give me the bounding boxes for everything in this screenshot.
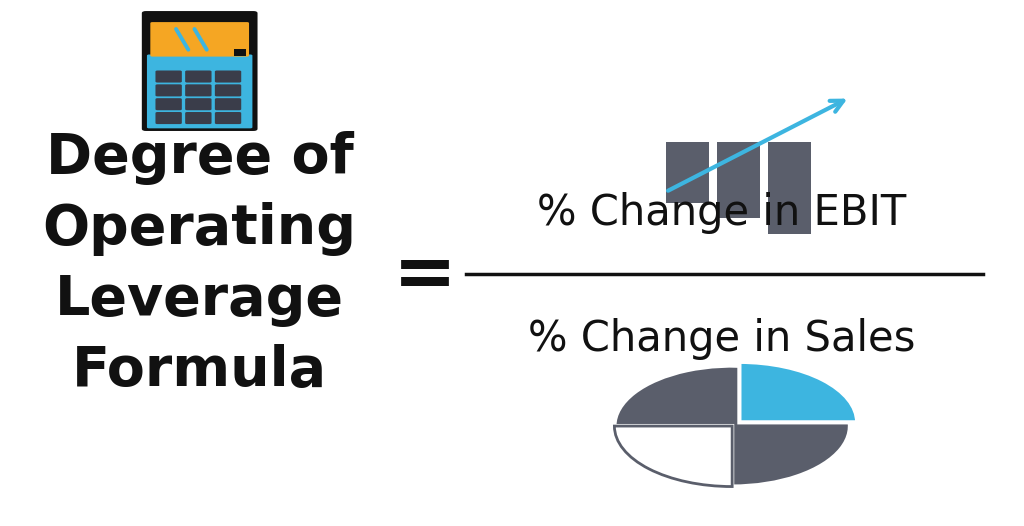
Text: Formula: Formula <box>72 344 328 398</box>
Text: % Change in EBIT: % Change in EBIT <box>538 192 906 234</box>
Text: Degree of: Degree of <box>46 131 353 185</box>
FancyBboxPatch shape <box>151 22 249 57</box>
Wedge shape <box>739 362 857 422</box>
FancyBboxPatch shape <box>215 98 242 110</box>
FancyBboxPatch shape <box>141 11 258 131</box>
Bar <box>233 49 246 56</box>
FancyBboxPatch shape <box>185 112 212 124</box>
FancyBboxPatch shape <box>185 84 212 96</box>
Text: Leverage: Leverage <box>55 273 344 327</box>
FancyBboxPatch shape <box>215 84 242 96</box>
Text: Operating: Operating <box>43 202 356 256</box>
FancyBboxPatch shape <box>156 112 182 124</box>
FancyBboxPatch shape <box>156 98 182 110</box>
FancyBboxPatch shape <box>215 112 242 124</box>
FancyBboxPatch shape <box>156 70 182 83</box>
FancyBboxPatch shape <box>156 84 182 96</box>
Wedge shape <box>614 366 850 487</box>
Bar <box>666 142 709 203</box>
FancyBboxPatch shape <box>147 55 252 128</box>
Bar <box>768 142 811 234</box>
Text: =: = <box>393 239 457 313</box>
FancyBboxPatch shape <box>185 98 212 110</box>
FancyBboxPatch shape <box>215 70 242 83</box>
Wedge shape <box>614 426 732 487</box>
Bar <box>717 142 760 218</box>
FancyBboxPatch shape <box>185 70 212 83</box>
Text: % Change in Sales: % Change in Sales <box>528 318 915 360</box>
